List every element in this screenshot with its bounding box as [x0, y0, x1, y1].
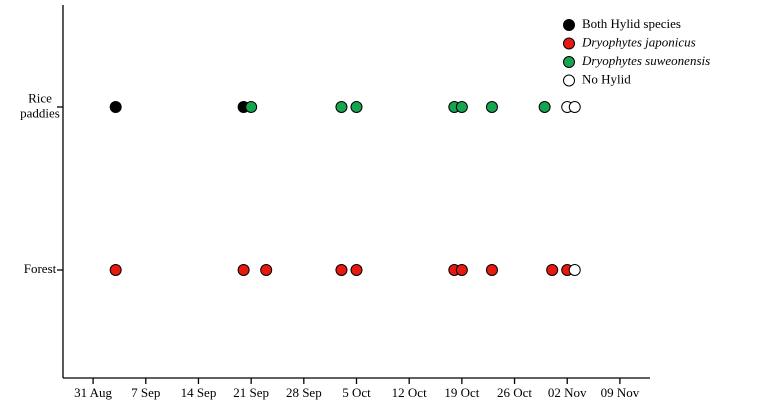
point: [568, 264, 581, 276]
point: [335, 101, 348, 113]
x-tick-label: 14 Sep: [181, 385, 217, 400]
x-tick-label: 31 Aug: [74, 385, 112, 400]
point: [455, 264, 468, 276]
x-tick-label: 7 Sep: [131, 385, 160, 400]
x-tick-label: 21 Sep: [233, 385, 269, 400]
point: [109, 101, 122, 113]
legend-marker: [563, 56, 575, 68]
x-tick-label: 09 Nov: [601, 385, 640, 400]
legend-label: No Hylid: [582, 71, 631, 86]
point: [350, 264, 363, 276]
point: [455, 101, 468, 113]
point: [335, 264, 348, 276]
x-tick-label: 5 Oct: [342, 385, 371, 400]
x-tick-label: 02 Nov: [548, 385, 587, 400]
point: [109, 264, 122, 276]
legend-marker: [563, 37, 575, 50]
x-tick-label: 12 Oct: [392, 385, 427, 400]
legend-label: Both Hylid species: [582, 16, 681, 31]
point: [538, 101, 551, 113]
legend-marker: [563, 19, 575, 31]
point: [485, 101, 498, 113]
point: [546, 264, 559, 276]
legend-marker: [563, 74, 575, 87]
legend-label: Dryophytes suweonensis: [581, 53, 710, 68]
point: [245, 101, 258, 113]
point: [350, 101, 363, 113]
point: [568, 101, 581, 113]
point: [485, 264, 498, 276]
x-tick-label: 19 Oct: [444, 385, 479, 400]
point: [237, 264, 250, 276]
y-tick-label: Rice paddies: [20, 90, 60, 120]
legend-label: Dryophytes japonicus: [581, 34, 696, 49]
y-tick-label: Forest: [24, 261, 57, 276]
x-tick-label: 28 Sep: [286, 385, 322, 400]
point: [260, 264, 273, 276]
x-tick-label: 26 Oct: [497, 385, 532, 400]
